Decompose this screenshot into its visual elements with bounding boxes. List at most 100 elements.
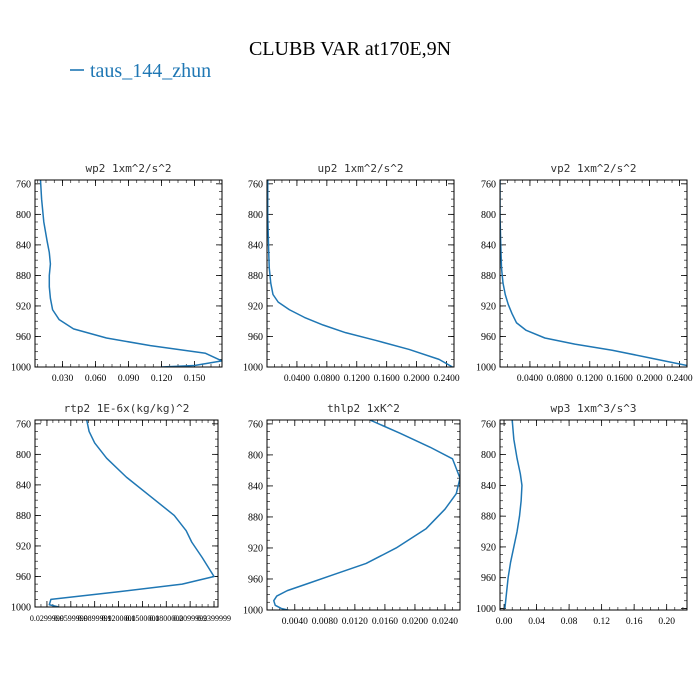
chart-panel-3: vp2 1xm^2/s^2 760 800 840 880 920 960 1000 0.040… [476, 162, 693, 384]
y-tick-label: 1000 [11, 603, 31, 614]
series-line [504, 420, 523, 609]
panel-title: vp2 1xm^2/s^2 [550, 162, 636, 175]
x-tick-label: 0.1600 [374, 374, 400, 384]
y-tick-label: 880 [16, 511, 31, 522]
x-tick-label: 0.12 [593, 617, 610, 627]
y-tick-label: 800 [481, 450, 496, 461]
y-tick-label: 1000 [476, 604, 496, 615]
x-tick-label: 0.0400 [284, 374, 310, 384]
x-tick-label: 0.0800 [314, 374, 340, 384]
series-line [500, 180, 687, 367]
y-tick-label: 800 [481, 210, 496, 221]
x-tick-label: 0.2099999 [173, 614, 207, 623]
y-tick-label: 960 [16, 332, 31, 343]
y-tick-label: 880 [248, 512, 263, 523]
y-tick-label: 960 [481, 573, 496, 584]
y-tick-label: 1000 [11, 363, 31, 374]
chart-panel-4: rtp2 1E-6x(kg/kg)^2 760 800 840 880 920 960 100… [11, 402, 231, 623]
y-tick-label: 920 [16, 301, 31, 312]
y-tick-label: 960 [248, 574, 263, 585]
x-tick-label: 0.120 [151, 374, 173, 384]
chart-panel-1: wp2 1xm^2/s^2 760 800 840 880 920 960 1000 0.030… [11, 162, 223, 384]
y-tick-label: 1000 [476, 363, 496, 374]
y-tick-label: 800 [16, 210, 31, 221]
y-tick-label: 920 [16, 541, 31, 552]
y-tick-label: 880 [481, 512, 496, 523]
x-tick-label: 0.00 [496, 617, 513, 627]
y-tick-label: 960 [481, 332, 496, 343]
panel-frame [266, 419, 461, 611]
y-tick-label: 840 [481, 240, 496, 251]
x-tick-label: 0.0240 [432, 617, 458, 627]
chart-panels: wp2 1xm^2/s^2 760 800 840 880 920 960 1000 0.030… [11, 162, 693, 627]
series-line [267, 180, 453, 367]
x-tick-label: 0.2000 [404, 374, 430, 384]
y-tick-label: 840 [16, 240, 31, 251]
x-tick-label: 0.0599999 [54, 614, 88, 623]
y-tick-label: 920 [481, 301, 496, 312]
panel-frame [499, 179, 688, 368]
y-tick-label: 760 [248, 419, 263, 430]
y-tick-label: 1000 [243, 363, 263, 374]
x-tick-label: 0.0899999 [78, 614, 112, 623]
x-tick-label: 0.2400 [433, 374, 459, 384]
panel-frame [499, 419, 688, 611]
y-tick-label: 840 [248, 240, 263, 251]
x-tick-label: 0.20 [658, 617, 675, 627]
y-tick-label: 920 [481, 542, 496, 553]
series-line [273, 420, 460, 610]
series-line [39, 180, 222, 367]
y-tick-label: 920 [248, 301, 263, 312]
legend-label: taus_144_zhun [90, 60, 211, 82]
panel-title: up2 1xm^2/s^2 [317, 162, 403, 175]
y-tick-label: 840 [248, 481, 263, 492]
x-tick-label: 0.1800000 [149, 614, 183, 623]
x-tick-label: 0.0299999 [30, 614, 64, 623]
x-tick-label: 0.0800 [547, 374, 573, 384]
x-tick-label: 0.1600 [607, 374, 633, 384]
chart-panel-5: thlp2 1xK^2 760 800 840 880 920 960 1000 0.0040 0… [243, 402, 461, 627]
x-tick-label: 0.060 [85, 374, 107, 384]
x-tick-label: 0.0400 [517, 374, 543, 384]
x-tick-label: 0.1500000 [125, 614, 159, 623]
panel-frame [34, 179, 223, 368]
x-tick-label: 0.16 [626, 617, 643, 627]
x-tick-label: 0.2400 [666, 374, 692, 384]
y-tick-label: 880 [248, 271, 263, 282]
x-tick-label: 0.030 [52, 374, 74, 384]
y-tick-label: 1000 [243, 606, 263, 617]
y-tick-label: 760 [16, 179, 31, 190]
x-tick-label: 0.150 [184, 374, 206, 384]
x-tick-label: 0.0160 [372, 617, 398, 627]
y-tick-label: 760 [16, 419, 31, 430]
y-tick-label: 800 [248, 450, 263, 461]
x-tick-label: 0.090 [118, 374, 140, 384]
panel-frame [266, 179, 455, 368]
panel-title: rtp2 1E-6x(kg/kg)^2 [64, 402, 190, 415]
x-tick-label: 0.2399999 [197, 614, 231, 623]
panel-frame [34, 419, 219, 608]
y-tick-label: 880 [16, 271, 31, 282]
y-tick-label: 760 [481, 419, 496, 430]
x-tick-label: 0.08 [561, 617, 578, 627]
y-tick-label: 760 [481, 179, 496, 190]
y-tick-label: 840 [16, 480, 31, 491]
x-tick-label: 0.0080 [312, 617, 338, 627]
y-tick-label: 880 [481, 271, 496, 282]
x-tick-label: 0.0200 [402, 617, 428, 627]
y-tick-label: 800 [248, 210, 263, 221]
x-tick-label: 0.1200000 [102, 614, 136, 623]
x-tick-label: 0.04 [528, 617, 545, 627]
x-tick-label: 0.1200 [577, 374, 603, 384]
x-tick-label: 0.1200 [344, 374, 370, 384]
panel-title: wp3 1xm^3/s^3 [550, 402, 636, 415]
series-line [48, 420, 215, 607]
y-tick-label: 800 [16, 450, 31, 461]
x-tick-label: 0.0040 [282, 617, 308, 627]
y-tick-label: 840 [481, 481, 496, 492]
y-tick-label: 920 [248, 543, 263, 554]
x-tick-label: 0.0120 [342, 617, 368, 627]
y-tick-label: 960 [248, 332, 263, 343]
